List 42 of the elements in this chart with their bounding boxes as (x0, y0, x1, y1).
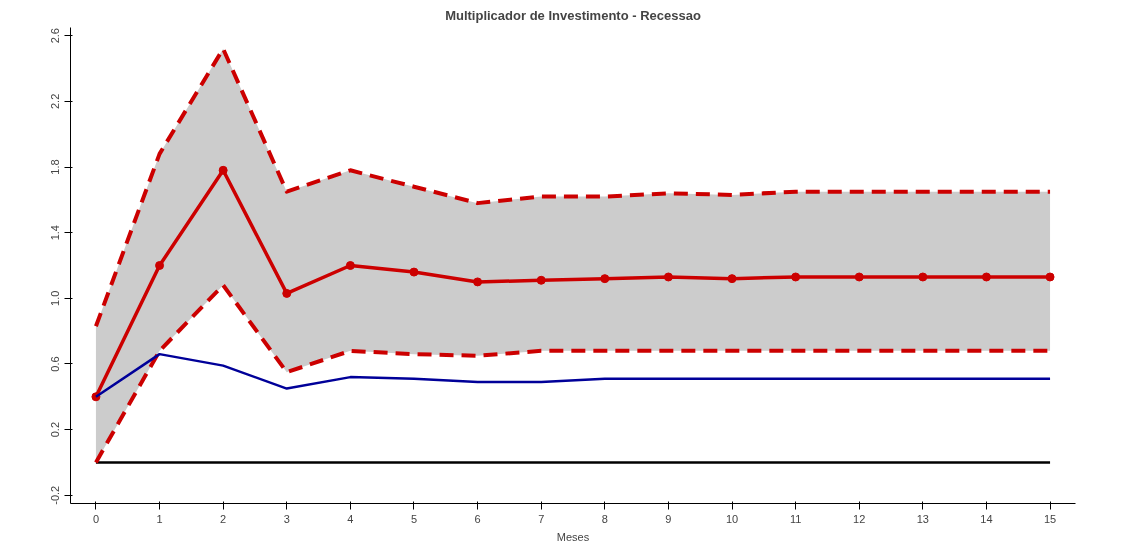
x-tick-label: 11 (789, 512, 802, 525)
y-tick-label: 0.2 (49, 421, 62, 438)
point (727, 274, 737, 284)
point (473, 277, 483, 287)
point (409, 267, 419, 277)
point (345, 261, 355, 270)
x-tick-label: 1 (156, 512, 163, 525)
y-tick-label: -0.2 (49, 485, 62, 505)
line-series (93, 46, 1053, 329)
point (155, 261, 165, 270)
x-tick-label: 6 (474, 512, 481, 525)
point (218, 165, 228, 175)
x-tick-label: 2 (220, 512, 227, 525)
point (791, 272, 801, 282)
chart-title: Multiplicador de Investimento - Recessao (445, 7, 701, 23)
x-tick-label: 8 (601, 512, 608, 525)
x-tick-label: 0 (92, 512, 100, 525)
point (600, 274, 610, 284)
x-axis-title: Meses (556, 530, 590, 543)
point (1045, 272, 1055, 282)
point (918, 272, 928, 282)
point (981, 272, 991, 282)
y-tick-label: 2.6 (49, 28, 62, 44)
x-tick-label: 7 (538, 512, 545, 525)
x-tick-label: 9 (665, 512, 672, 525)
y-tick-label: 0.6 (49, 356, 62, 372)
y-tick-label: 1.4 (49, 225, 62, 241)
x-tick-label: 15 (1043, 512, 1057, 525)
x-tick-label: 12 (853, 512, 866, 525)
point (536, 275, 546, 285)
y-tick-label: 1.0 (49, 290, 62, 306)
point (282, 288, 292, 298)
y-tick-label: 2.2 (49, 93, 62, 110)
x-tick-label: 10 (725, 512, 739, 525)
x-tick-label: 14 (980, 512, 993, 525)
point (854, 272, 864, 282)
x-tick-label: 5 (410, 512, 418, 525)
x-tick-label: 4 (347, 512, 354, 525)
x-tick-label: 13 (916, 512, 929, 525)
point (663, 272, 673, 282)
x-tick-label: 3 (283, 512, 290, 525)
y-tick-label: 1.8 (49, 159, 62, 175)
